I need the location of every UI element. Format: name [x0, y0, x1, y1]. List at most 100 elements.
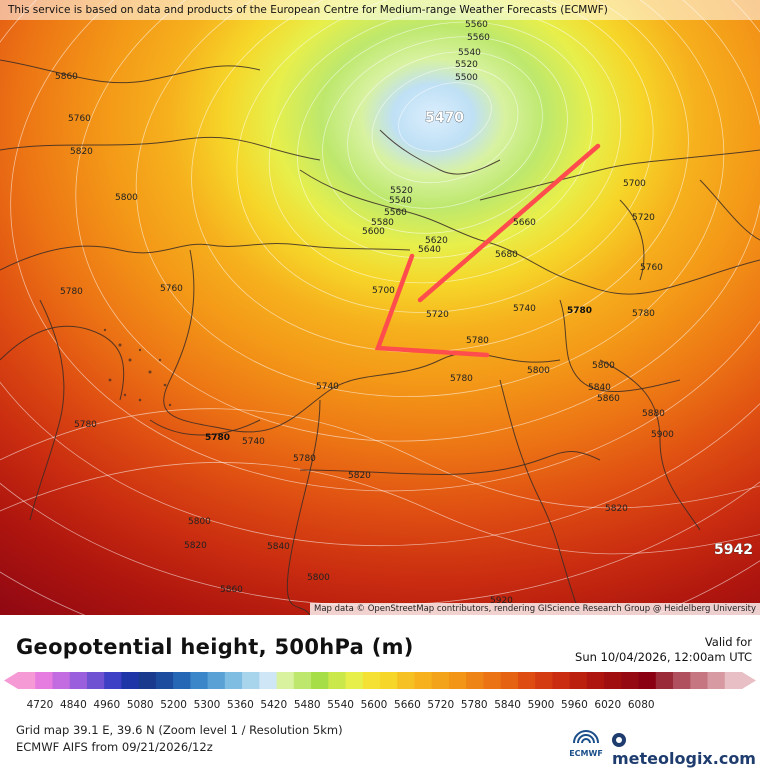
scale-swatch [517, 672, 536, 689]
scale-swatch [224, 672, 243, 689]
scale-swatch [345, 672, 364, 689]
scale-swatch [414, 672, 433, 689]
color-scale-bar: 4720 4840 4960 5080 5200 5300 5360 5420 … [4, 672, 756, 711]
contour-label: 5720 [632, 213, 655, 223]
scale-swatch [552, 672, 571, 689]
scale-swatch [104, 672, 123, 689]
contour-label: 5840 [588, 383, 611, 393]
contour-label: 5520 [455, 60, 478, 70]
contour-label: 5780 [293, 454, 316, 464]
contour-label: 5760 [68, 114, 91, 124]
contour-label: 5560 [467, 33, 490, 43]
scale-swatch [18, 672, 36, 689]
scale-tick-label: 5660 [394, 699, 421, 711]
scale-swatch [673, 672, 691, 689]
contour-label: 5820 [184, 541, 207, 551]
ecmwf-attribution: This service is based on data and produc… [0, 0, 760, 20]
contour-label: 5800 [592, 361, 615, 371]
contour-label: 5880 [642, 409, 665, 419]
contour-label: 5780 [205, 433, 230, 443]
scale-swatch [242, 672, 260, 689]
contour-label: 5760 [160, 284, 183, 294]
scale-tick-label: 5080 [127, 699, 154, 711]
scale-swatch [86, 672, 105, 689]
map-title: Geopotential height, 500hPa (m) [16, 635, 414, 659]
meteologix-logo[interactable]: meteologix.com [612, 730, 760, 768]
contour-label: 5780 [450, 374, 473, 384]
contour-label-group: 5560 5560 5540 5520 5500 5470 5520 5540 … [55, 20, 753, 606]
contour-label: 5680 [495, 250, 518, 260]
contour-label: 5860 [55, 72, 78, 82]
contour-label: 5860 [597, 394, 620, 404]
scale-swatch [690, 672, 709, 689]
scale-swatch [535, 672, 553, 689]
scale-swatch [276, 672, 295, 689]
contour-label: 5800 [527, 366, 550, 376]
scale-min-arrow [4, 672, 18, 689]
scale-tick-label: 4720 [27, 699, 54, 711]
scale-tick-label: 6080 [628, 699, 655, 711]
scale-swatch [138, 672, 157, 689]
islands [103, 328, 172, 407]
contour-label: 5520 [390, 186, 413, 196]
contour-label: 5580 [371, 218, 394, 228]
scale-swatch [466, 672, 485, 689]
scale-swatch [397, 672, 416, 689]
scale-swatch [707, 672, 726, 689]
scale-swatch [69, 672, 88, 689]
scale-swatch [155, 672, 174, 689]
map-data-attribution[interactable]: Map data © OpenStreetMap contributors, r… [310, 603, 760, 615]
valid-time: Sun 10/04/2026, 12:00am UTC [575, 650, 752, 664]
scale-swatch [431, 672, 450, 689]
model-info: ECMWF AIFS from 09/21/2026/12z [16, 740, 213, 754]
contour-label: 5640 [418, 245, 441, 255]
scale-tick-label: 5720 [427, 699, 454, 711]
contour-label: 5780 [466, 336, 489, 346]
valid-label: Valid for [704, 635, 752, 649]
scale-swatch [35, 672, 54, 689]
scale-swatch [52, 672, 71, 689]
low-center-value: 5470 [425, 110, 464, 126]
ecmwf-logo[interactable]: ECMWF [560, 729, 612, 758]
scale-tick-label: 5840 [494, 699, 521, 711]
contour-label: 5560 [384, 208, 407, 218]
grid-info: Grid map 39.1 E, 39.6 N (Zoom level 1 / … [16, 723, 343, 737]
scale-tick-label: 5420 [260, 699, 287, 711]
contour-label: 5800 [307, 573, 330, 583]
contour-label: 5500 [455, 73, 478, 83]
meteologix-text: meteologix.com [612, 749, 756, 768]
scale-swatch [638, 672, 657, 689]
contour-label: 5840 [267, 542, 290, 552]
scale-swatch [586, 672, 605, 689]
scale-swatch [448, 672, 467, 689]
contour-label: 5920 [490, 596, 513, 606]
contour-label: 5800 [188, 517, 211, 527]
scale-tick-label: 5780 [461, 699, 488, 711]
contour-label: 5540 [458, 48, 481, 58]
contour-label: 5560 [465, 20, 488, 30]
ecmwf-logo-text: ECMWF [569, 749, 603, 758]
contour-label: 5780 [74, 420, 97, 430]
country-borders [0, 59, 760, 615]
scale-tick-label: 5600 [361, 699, 388, 711]
scale-swatch [121, 672, 140, 689]
scale-swatch [190, 672, 209, 689]
contour-label: 5700 [372, 286, 395, 296]
scale-swatch [173, 672, 191, 689]
contour-label: 5700 [623, 179, 646, 189]
scale-tick-label: 6020 [594, 699, 621, 711]
scale-swatch [380, 672, 398, 689]
color-scale-swatches [4, 672, 756, 689]
color-scale-ticks: 4720 4840 4960 5080 5200 5300 5360 5420 … [27, 699, 655, 711]
scale-tick-label: 5300 [194, 699, 221, 711]
scale-swatch [259, 672, 278, 689]
scale-swatch [293, 672, 312, 689]
weather-map[interactable]: 5560 5560 5540 5520 5500 5470 5520 5540 … [0, 0, 760, 615]
contour-label: 5860 [220, 585, 243, 595]
scale-tick-label: 5480 [294, 699, 321, 711]
contour-label: 5540 [389, 196, 412, 206]
contour-label: 5800 [115, 193, 138, 203]
contour-label: 5780 [567, 306, 592, 316]
scale-max-arrow [742, 672, 756, 689]
contour-label: 5780 [60, 287, 83, 297]
